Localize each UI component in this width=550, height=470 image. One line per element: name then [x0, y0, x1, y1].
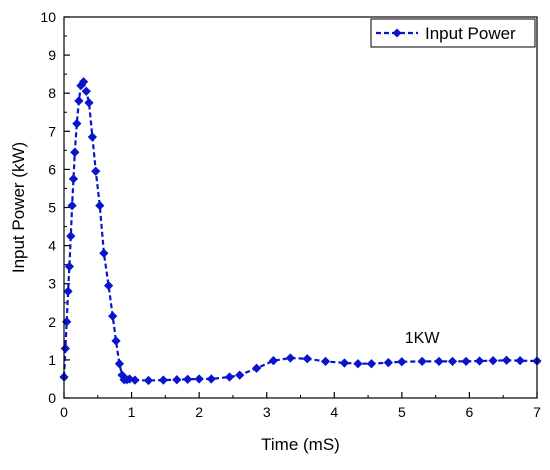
annotation-1kw: 1KW [405, 330, 441, 347]
plot-frame [63, 16, 538, 399]
data-point-marker [99, 248, 109, 258]
x-axis-title: Time (mS) [261, 435, 340, 454]
x-tick-label: 1 [128, 404, 136, 420]
y-axis-title: Input Power (kW) [9, 142, 28, 273]
data-point-marker [474, 356, 485, 366]
y-tick-label: 10 [40, 9, 56, 25]
x-tick-label: 6 [466, 404, 474, 420]
data-point-marker [224, 372, 235, 382]
data-point-marker [353, 359, 363, 369]
data-point-marker [72, 119, 82, 129]
x-tick-label: 3 [263, 404, 271, 420]
data-point-marker [515, 356, 525, 366]
x-tick-label: 4 [330, 404, 338, 420]
data-point-marker [235, 370, 245, 380]
y-tick-label: 6 [48, 161, 56, 177]
tick-labels-layer: 0 1 2 3 4 5 6 7 0 1 2 3 4 5 6 7 8 9 10 [40, 9, 541, 420]
data-point-marker [447, 356, 458, 367]
data-point-marker [268, 356, 279, 366]
data-point-marker [95, 200, 105, 211]
data-point-marker [78, 77, 89, 87]
data-point-marker [70, 147, 80, 157]
data-point-marker [183, 374, 193, 384]
data-point-marker [87, 132, 98, 142]
y-tick-label: 8 [48, 85, 56, 101]
data-point-marker [434, 356, 444, 367]
data-point-marker [63, 286, 73, 296]
legend-diamond-marker [392, 28, 402, 38]
tick-marks-layer [63, 16, 538, 399]
data-point-marker [81, 86, 91, 96]
x-tick-label: 2 [195, 404, 203, 420]
data-point-marker [158, 375, 168, 385]
y-tick-label: 2 [48, 314, 56, 330]
data-point-marker [60, 343, 70, 354]
data-point-marker [74, 96, 84, 106]
data-point-marker [64, 261, 75, 272]
x-tick-label: 7 [533, 404, 541, 420]
data-point-marker [206, 374, 216, 384]
data-point-marker [67, 200, 77, 211]
data-point-marker [251, 363, 262, 373]
data-point-marker [84, 98, 94, 108]
y-tick-label: 1 [48, 352, 56, 368]
data-point-marker [320, 356, 331, 367]
data-point-marker [488, 356, 498, 366]
data-point-marker [103, 280, 114, 291]
data-point-marker [68, 174, 79, 184]
y-tick-label: 0 [48, 390, 56, 406]
x-tick-label: 0 [60, 404, 68, 420]
y-tick-label: 7 [48, 123, 56, 139]
legend-label: Input Power [425, 24, 516, 43]
data-point-marker [397, 357, 407, 367]
data-point-marker [66, 231, 76, 241]
legend: Input Power [370, 18, 536, 48]
data-point-marker [111, 336, 121, 346]
data-point-marker [383, 357, 393, 368]
data-point-marker [172, 375, 182, 385]
y-tick-label: 3 [48, 276, 56, 292]
data-point-marker [108, 311, 118, 321]
data-point-marker [461, 356, 471, 367]
data-point-marker [114, 359, 125, 369]
y-tick-label: 4 [48, 238, 56, 254]
x-tick-label: 5 [398, 404, 406, 420]
data-point-marker [501, 355, 512, 365]
data-point-marker [417, 356, 427, 367]
data-point-marker [194, 374, 204, 384]
series-line-input-power [62, 79, 538, 382]
series-layer [59, 77, 542, 386]
data-point-marker [302, 354, 312, 364]
y-tick-label: 5 [48, 200, 56, 216]
data-point-marker [91, 166, 101, 176]
data-point-marker [143, 375, 154, 386]
y-tick-label: 9 [48, 47, 56, 63]
data-point-marker [339, 358, 350, 368]
data-point-marker [130, 375, 140, 385]
data-point-marker [366, 359, 377, 369]
data-point-marker [285, 353, 295, 363]
